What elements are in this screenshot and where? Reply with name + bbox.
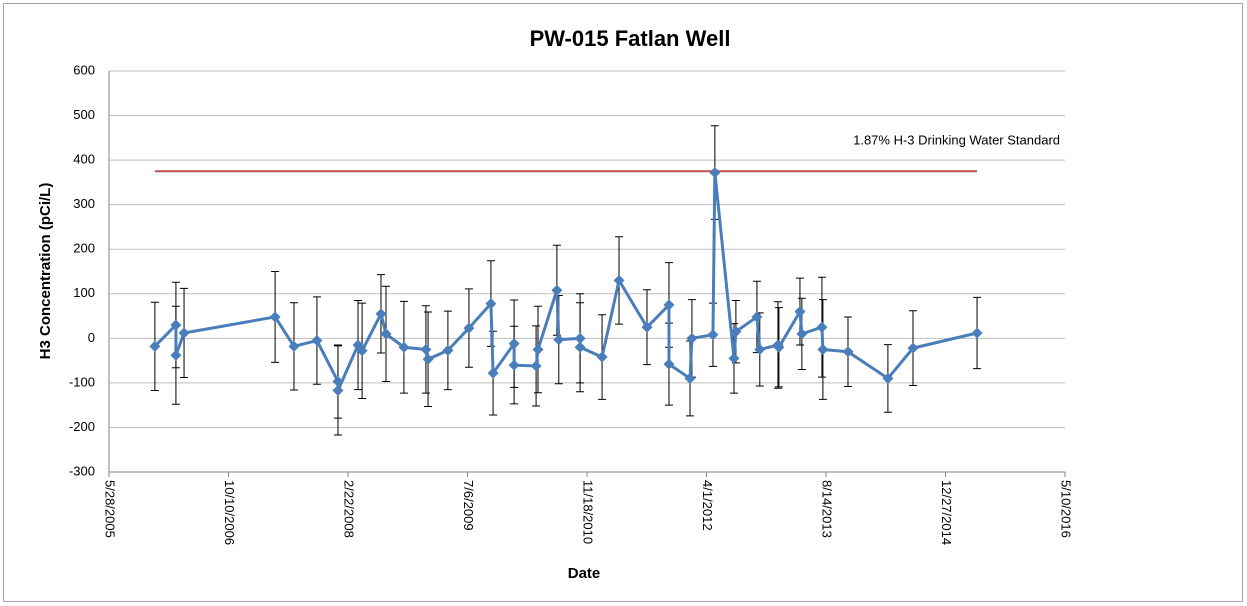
marker: [530, 360, 542, 372]
marker: [551, 284, 563, 296]
marker: [728, 352, 740, 364]
marker: [709, 167, 721, 179]
marker: [641, 321, 653, 333]
marker: [663, 358, 675, 370]
marker: [574, 341, 586, 353]
x-tick-label: 2/22/2008: [342, 480, 357, 538]
marker: [907, 342, 919, 354]
marker: [707, 329, 719, 341]
marker: [508, 338, 520, 350]
y-axis-label: H3 Concentration (pCi/L): [37, 183, 54, 360]
marker: [730, 326, 742, 338]
marker: [553, 334, 565, 346]
y-tick-label: 0: [88, 330, 95, 345]
marker: [842, 346, 854, 358]
marker: [532, 343, 544, 355]
x-tick-label: 4/1/2012: [700, 480, 715, 531]
marker: [332, 376, 344, 388]
marker: [422, 353, 434, 365]
y-tick-label: 200: [73, 241, 95, 256]
marker: [380, 328, 392, 340]
marker: [794, 306, 806, 318]
marker: [684, 372, 696, 384]
marker: [816, 321, 828, 333]
marker: [332, 384, 344, 396]
y-tick-label: 300: [73, 196, 95, 211]
x-tick-label: 10/10/2006: [222, 480, 237, 545]
marker: [485, 298, 497, 310]
marker: [487, 367, 499, 379]
marker: [596, 351, 608, 363]
x-axis-label: Date: [568, 565, 601, 582]
x-tick-label: 7/6/2009: [461, 480, 476, 531]
marker: [149, 340, 161, 352]
marker: [508, 359, 520, 371]
x-tick-label: 11/18/2010: [581, 480, 596, 544]
marker: [178, 327, 190, 339]
x-tick-label: 12/27/2014: [939, 480, 954, 545]
marker: [269, 311, 281, 323]
x-tick-label: 5/28/2005: [103, 480, 118, 538]
marker: [375, 308, 387, 320]
y-tick-label: -200: [69, 419, 95, 434]
marker: [754, 343, 766, 355]
y-tick-label: -100: [69, 374, 95, 389]
marker: [463, 322, 475, 334]
chart-title: PW-015 Fatlan Well: [530, 26, 731, 51]
marker: [773, 341, 785, 353]
marker: [288, 340, 300, 352]
y-tick-label: -300: [69, 463, 95, 478]
marker: [796, 328, 808, 340]
x-tick-label: 5/10/2016: [1059, 480, 1074, 538]
y-tick-label: 500: [73, 107, 95, 122]
y-tick-label: 100: [73, 285, 95, 300]
marker: [882, 372, 894, 384]
marker: [686, 332, 698, 344]
marker: [356, 345, 368, 357]
marker: [751, 311, 763, 323]
chart-border: [3, 3, 1243, 602]
marker: [170, 319, 182, 331]
y-tick-label: 400: [73, 152, 95, 167]
x-tick-label: 8/14/2013: [820, 480, 835, 538]
marker: [420, 343, 432, 355]
y-tick-label: 600: [73, 62, 95, 77]
marker: [170, 349, 182, 361]
marker: [613, 274, 625, 286]
marker: [817, 343, 829, 355]
marker: [398, 341, 410, 353]
marker: [442, 344, 454, 356]
marker: [971, 327, 983, 339]
reference-label: 1.87% H-3 Drinking Water Standard: [853, 132, 1060, 147]
marker: [311, 335, 323, 347]
marker: [574, 332, 586, 344]
marker: [663, 299, 675, 311]
